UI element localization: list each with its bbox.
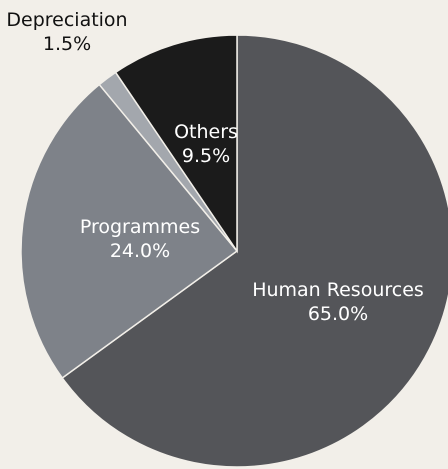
slice-label-human-resources: Human Resources: [252, 279, 424, 301]
pie-slice-human-resources: [61, 34, 448, 468]
slice-label-programmes: Programmes: [80, 216, 200, 238]
slice-label-others: Others: [174, 121, 238, 143]
slice-label-depreciation: Depreciation: [6, 9, 127, 31]
slice-value-programmes: 24.0%: [110, 240, 170, 262]
slice-value-depreciation: 1.5%: [43, 33, 91, 55]
pie-slice-programmes: [20, 83, 239, 380]
slice-value-others: 9.5%: [182, 145, 230, 167]
slice-value-human-resources: 65.0%: [308, 303, 368, 325]
pie-slice-others: [114, 34, 238, 254]
pie-slices: [20, 34, 448, 468]
